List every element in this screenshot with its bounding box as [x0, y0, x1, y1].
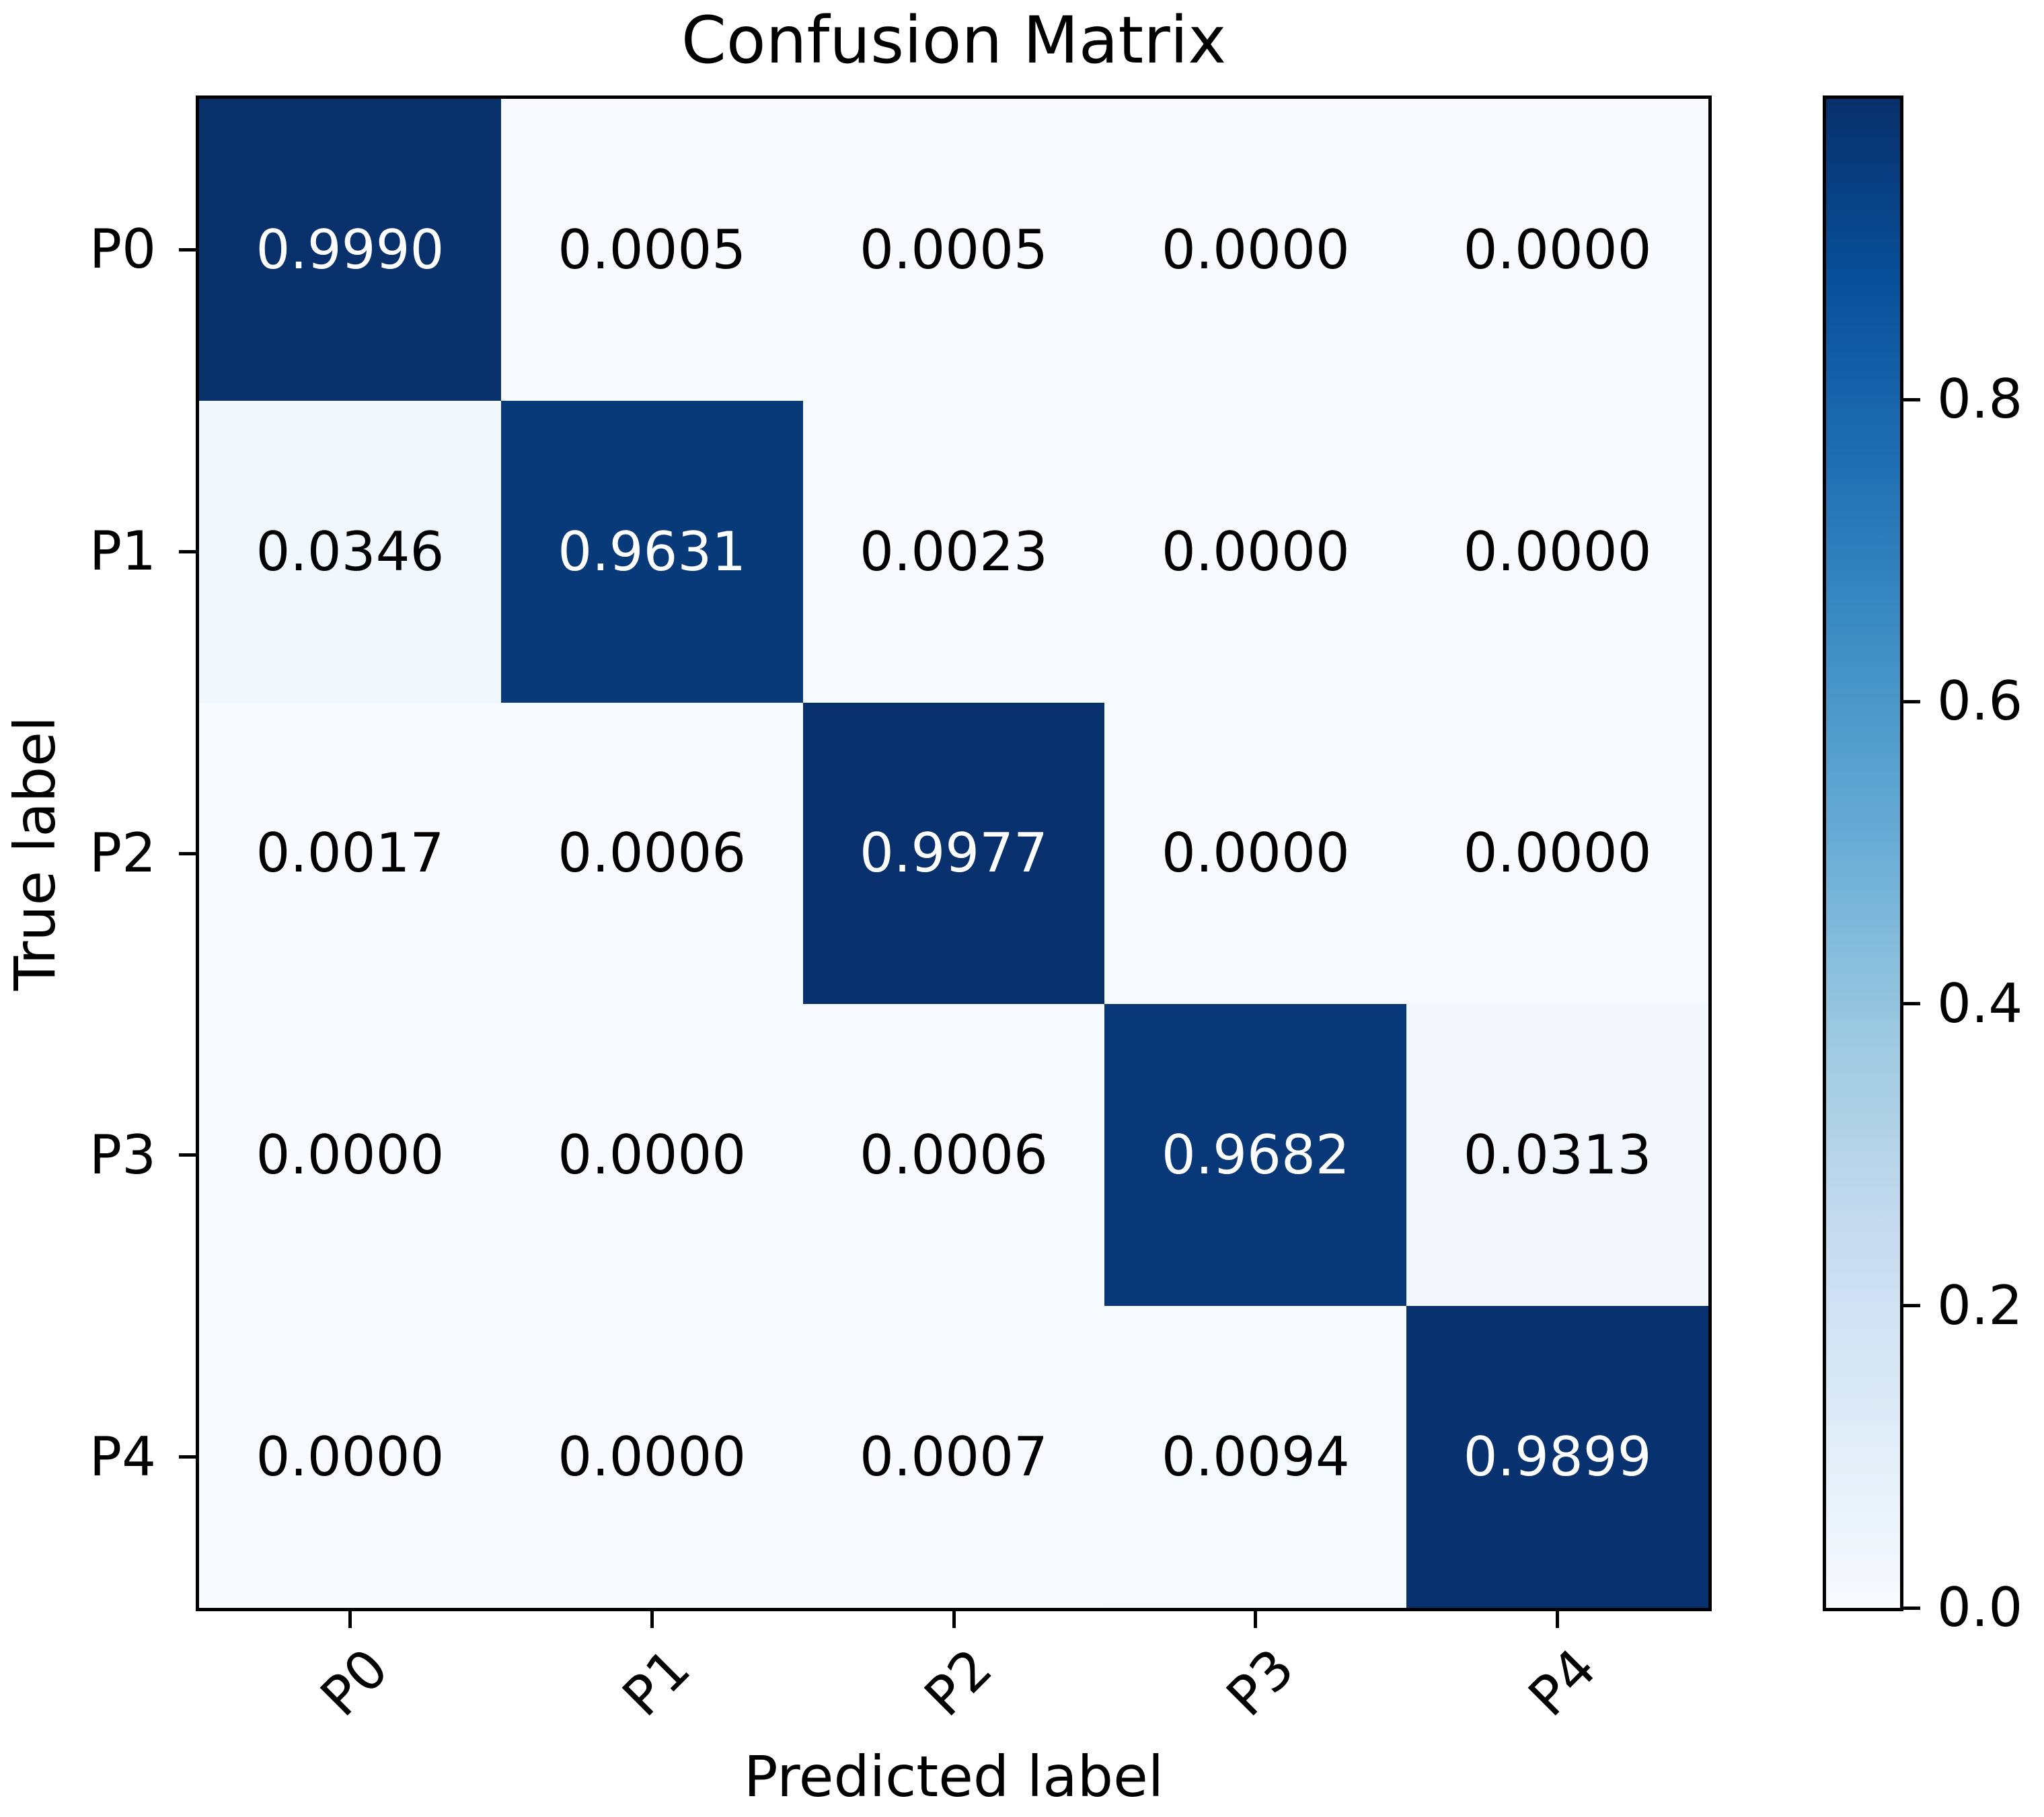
heatmap-plot-frame: 0.9990 0.0005 0.0005 0.0000 0.0000 0.0346 0.96… [196, 95, 1712, 1611]
x-tick-label: P4 [1516, 1637, 1608, 1728]
x-tick-label: P1 [611, 1637, 702, 1728]
x-tick-mark [650, 1611, 654, 1628]
cell-value-label: 0.0000 [1161, 520, 1350, 583]
y-tick-mark [179, 851, 196, 855]
matrix-cell: 0.0023 [802, 400, 1105, 703]
cell-value-label: 0.0017 [256, 822, 445, 885]
matrix-cell: 0.9631 [500, 400, 803, 703]
cell-value-label: 0.0000 [558, 1124, 747, 1187]
matrix-cell: 0.0000 [1104, 99, 1407, 401]
matrix-cell: 0.9682 [1104, 1004, 1407, 1307]
x-tick-mark [1254, 1611, 1258, 1628]
y-tick-mark [179, 1153, 196, 1157]
matrix-cell: 0.0006 [500, 702, 803, 1005]
colorbar [1823, 95, 1903, 1611]
chart-title: Confusion Matrix [681, 3, 1227, 78]
cell-value-label: 0.0005 [558, 218, 747, 281]
heatmap-plot-area: 0.9990 0.0005 0.0005 0.0000 0.0000 0.0346 0.96… [199, 99, 1708, 1608]
matrix-cell: 0.0000 [500, 1306, 803, 1608]
y-tick-label: P1 [89, 520, 156, 583]
y-tick-mark [179, 1455, 196, 1459]
matrix-cell: 0.0006 [802, 1004, 1105, 1307]
y-tick-mark [179, 247, 196, 252]
matrix-cell: 0.0000 [1406, 99, 1708, 401]
y-tick-label: P0 [89, 218, 156, 281]
matrix-cell: 0.0000 [1104, 400, 1407, 703]
matrix-cell: 0.0017 [199, 702, 501, 1005]
matrix-cell: 0.0005 [802, 99, 1105, 401]
y-tick-label: P2 [89, 822, 156, 884]
colorbar-tick-label: 0.0 [1937, 1576, 2023, 1639]
y-tick-label: P3 [89, 1123, 156, 1186]
matrix-cell: 0.0005 [500, 99, 803, 401]
cell-value-label: 0.0000 [1463, 218, 1652, 281]
matrix-cell: 0.0000 [500, 1004, 803, 1307]
x-tick-mark [1556, 1611, 1560, 1628]
x-axis-label: Predicted label [743, 1744, 1164, 1810]
cell-value-label: 0.0000 [1463, 520, 1652, 583]
cell-value-label: 0.0023 [860, 520, 1048, 583]
matrix-cell: 0.0000 [1406, 400, 1708, 703]
colorbar-tick-label: 0.6 [1937, 670, 2023, 733]
cell-value-label: 0.0007 [860, 1426, 1048, 1489]
matrix-cell: 0.0313 [1406, 1004, 1708, 1307]
matrix-cell: 0.0000 [1104, 702, 1407, 1005]
matrix-cell: 0.9990 [199, 99, 501, 401]
x-tick-mark [348, 1611, 352, 1628]
matrix-cell: 0.0000 [199, 1004, 501, 1307]
colorbar-tick-label: 0.4 [1937, 972, 2023, 1035]
cell-value-label: 0.0005 [860, 218, 1048, 281]
colorbar-tick-label: 0.2 [1937, 1274, 2023, 1337]
cell-value-label: 0.0000 [1161, 218, 1350, 281]
matrix-cell: 0.0094 [1104, 1306, 1407, 1608]
cell-value-label: 0.9977 [860, 822, 1048, 885]
colorbar-tick-mark [1903, 397, 1920, 401]
y-tick-mark [179, 549, 196, 553]
cell-value-label: 0.0000 [256, 1426, 445, 1489]
x-tick-label: P3 [1214, 1637, 1306, 1728]
cell-value-label: 0.0006 [558, 822, 747, 885]
cell-value-label: 0.0000 [1161, 822, 1350, 885]
cell-value-label: 0.0346 [256, 520, 445, 583]
cell-value-label: 0.0094 [1161, 1426, 1350, 1489]
colorbar-gradient [1826, 99, 1900, 1608]
cell-value-label: 0.0006 [860, 1124, 1048, 1187]
cell-value-label: 0.9631 [558, 520, 747, 583]
cell-value-label: 0.9899 [1463, 1426, 1652, 1489]
cell-value-label: 0.0313 [1463, 1124, 1652, 1187]
matrix-cell: 0.0346 [199, 400, 501, 703]
cell-value-label: 0.0000 [256, 1124, 445, 1187]
cell-value-label: 0.0000 [1463, 822, 1652, 885]
colorbar-tick-mark [1903, 1304, 1920, 1308]
cell-value-label: 0.9682 [1161, 1124, 1350, 1187]
matrix-cell: 0.0007 [802, 1306, 1105, 1608]
matrix-cell: 0.0000 [199, 1306, 501, 1608]
matrix-cell: 0.0000 [1406, 702, 1708, 1005]
cell-value-label: 0.0000 [558, 1426, 747, 1489]
x-tick-label: P0 [309, 1637, 401, 1728]
x-tick-mark [952, 1611, 956, 1628]
colorbar-tick-mark [1903, 1606, 1920, 1610]
colorbar-tick-label: 0.8 [1937, 368, 2023, 430]
matrix-cell: 0.9977 [802, 702, 1105, 1005]
cell-value-label: 0.9990 [256, 218, 445, 281]
colorbar-tick-mark [1903, 1002, 1920, 1005]
matrix-cell: 0.9899 [1406, 1306, 1708, 1608]
colorbar-tick-mark [1903, 699, 1920, 703]
y-tick-label: P4 [89, 1425, 156, 1488]
x-tick-label: P2 [912, 1637, 1004, 1728]
